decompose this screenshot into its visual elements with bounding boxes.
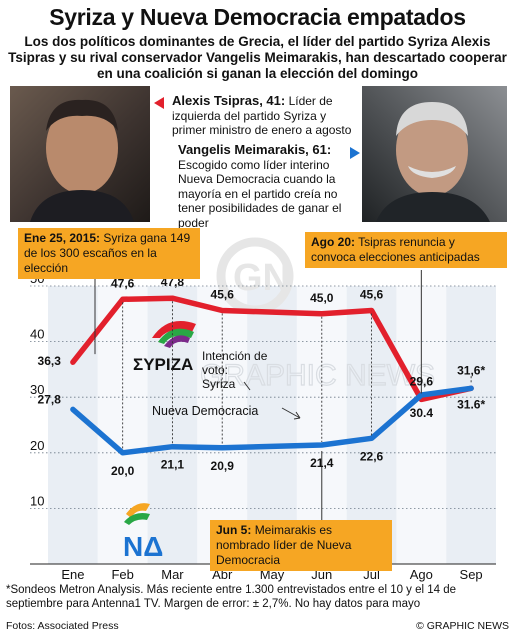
syriza-value-label: 31,6* [457, 363, 485, 377]
syriza-logo: ΣΥΡΙΖΑ [133, 321, 196, 374]
series-line [70, 295, 474, 403]
nd-value-label: 30.4 [410, 406, 434, 420]
x-tick-label: Ago [410, 567, 433, 582]
plot-band [197, 286, 248, 564]
nd-logo: ΝΔ [123, 503, 163, 562]
x-tick-label: Feb [111, 567, 133, 582]
syriza-value-label: 45,0 [310, 291, 334, 305]
y-tick-label: 20 [30, 438, 44, 453]
aug-callout-text: Tsipras renuncia y convoca elecciones an… [311, 235, 480, 264]
nd-value-label: 20,9 [211, 459, 235, 473]
jun-callout-date: Jun 5: [216, 523, 252, 537]
nd-series-label: Nueva Democracia [152, 404, 258, 418]
y-tick-label: 40 [30, 327, 44, 342]
syriza-value-label: 29,6 [410, 374, 434, 388]
jan-callout: Ene 25, 2015: Syriza gana 149 de los 300… [18, 228, 200, 279]
meimarakis-bio: Vangelis Meimarakis, 61: Escogido como l… [178, 142, 350, 230]
aug-callout-date: Ago 20: [311, 235, 356, 249]
nd-value-label: 20,0 [111, 464, 135, 478]
syriza-value-label: 45,6 [360, 287, 384, 301]
syriza-logo-text: ΣΥΡΙΖΑ [133, 355, 193, 374]
meimarakis-name: Vangelis Meimarakis, 61: [178, 142, 332, 157]
syriza-series-label: Intención de voto: Syriza [202, 349, 268, 391]
data-labels: 36,347,6 47,845,6 45,0 45,629,631,6*27,820,… [38, 275, 486, 478]
nd-value-label: 21,4 [310, 456, 334, 470]
copyright: © GRAPHIC NEWS [416, 620, 509, 632]
plot-band [446, 286, 496, 564]
aug-callout: Ago 20: Tsipras renuncia y convoca elecc… [305, 232, 507, 268]
jan-callout-date: Ene 25, 2015: [24, 231, 101, 245]
jun-callout-text: Meimarakis es nombrado líder de Nueva De… [216, 523, 352, 567]
poll-chart: GN GRAPHIC NEWS 1020304050% EneFebMarAbr… [30, 237, 496, 582]
meimarakis-marker [350, 147, 360, 159]
photo-credit: Fotos: Associated Press [6, 620, 119, 632]
nd-value-label: 22,6 [360, 449, 384, 463]
y-tick-label: 30 [30, 382, 44, 397]
tsipras-bio: Alexis Tsipras, 41: Líder de izquierda d… [172, 93, 360, 138]
page-subtitle: Los dos políticos dominantes de Grecia, … [8, 34, 507, 81]
nd-value-label: 31.6* [457, 397, 485, 411]
footnote: *Sondeos Metron Analysis. Más reciente e… [6, 584, 457, 610]
meimarakis-text: Escogido como líder interino Nueva Democ… [178, 157, 342, 230]
series-line [70, 385, 474, 456]
meimarakis-photo [362, 86, 507, 222]
x-tick-label: Ene [61, 567, 84, 582]
tsipras-marker [154, 97, 164, 109]
label-pointer [243, 381, 251, 391]
page-title: Syriza y Nueva Democracia empatados [49, 4, 466, 30]
nd-value-label: 27,8 [38, 392, 62, 406]
series-lines [70, 295, 474, 456]
plot-band [247, 286, 297, 564]
jan-callout-text: Syriza gana 149 de los 300 escaños en la… [24, 231, 191, 275]
dashed-markers [94, 266, 472, 520]
tsipras-name: Alexis Tsipras, 41: [172, 93, 286, 108]
syriza-value-label: 36,3 [38, 354, 62, 368]
x-tick-label: Mar [161, 567, 184, 582]
nd-logo-text: ΝΔ [123, 531, 163, 562]
watermark-text: GRAPHIC NEWS [200, 359, 435, 392]
syriza-value-label: 45,6 [211, 287, 235, 301]
x-tick-label: Sep [460, 567, 483, 582]
svg-text:GN: GN [233, 257, 290, 299]
tsipras-photo [10, 86, 150, 222]
nd-value-label: 21,1 [161, 458, 185, 472]
syriza-value-label: 47,6 [111, 276, 135, 290]
label-pointer [281, 407, 301, 420]
y-tick-label: 10 [30, 493, 44, 508]
tsipras-text: Líder de izquierda del partido Syriza y … [172, 94, 352, 137]
jun-callout: Jun 5: Meimarakis es nombrado líder de N… [210, 520, 392, 571]
